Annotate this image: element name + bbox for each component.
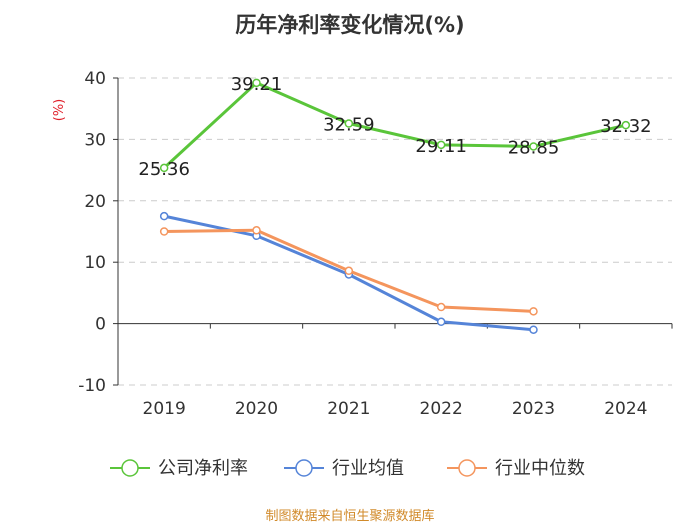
data-label-company: 32.32 [600, 116, 652, 137]
data-label-company: 25.36 [138, 159, 190, 180]
legend-label-industry_median: 行业中位数 [495, 458, 585, 479]
chart-title: 历年净利率变化情况(%) [235, 13, 464, 37]
legend-marker-industry_avg [295, 459, 313, 477]
data-point-industry_avg [529, 325, 538, 334]
data-point-industry_median [159, 227, 169, 236]
data-point-industry_median [344, 266, 354, 276]
y-tick-label: 40 [84, 69, 106, 89]
data-point-company [344, 119, 354, 128]
data-point-industry_avg [436, 317, 446, 327]
x-tick-label: 2024 [604, 399, 647, 419]
grid-lines [118, 77, 672, 386]
data-point-industry_median [252, 226, 261, 235]
y-tick-label: 20 [84, 192, 106, 212]
x-tick-label: 2023 [512, 399, 555, 419]
y-tick-label: 0 [95, 315, 106, 335]
data-point-company [529, 142, 538, 151]
series-lines [159, 78, 631, 334]
legend: 公司净利率 行业均值 行业中位数 [110, 458, 585, 479]
data-label-company: 39.21 [231, 74, 283, 95]
y-axis-unit-label: (%) [52, 99, 67, 122]
x-tick-label: 2019 [143, 399, 186, 419]
data-point-company [621, 120, 631, 130]
source-note: 制图数据来自恒生聚源数据库 [265, 508, 434, 524]
x-tick-label: 2020 [235, 399, 278, 419]
data-label-company: 29.11 [415, 136, 467, 157]
data-point-company [159, 163, 169, 173]
series-line-company [163, 81, 627, 169]
data-label-company: 28.85 [508, 137, 560, 158]
data-point-industry_median [436, 302, 446, 312]
axes: -10 0 10 20 30 40 2019 2020 2021 2022 2023 2024 [78, 69, 673, 419]
y-tick-label: -10 [78, 376, 106, 396]
legend-label-industry_avg: 行业均值 [332, 458, 404, 479]
y-tick-label: 10 [84, 253, 106, 273]
legend-marker-industry_median [458, 459, 476, 477]
x-tick-label: 2022 [420, 399, 463, 419]
data-point-industry_median [529, 307, 538, 316]
data-label-company: 32.59 [323, 114, 375, 135]
legend-label-company: 公司净利率 [158, 458, 248, 479]
data-point-industry_avg [159, 211, 169, 221]
x-tick-label: 2021 [327, 399, 370, 419]
legend-marker-company [121, 459, 139, 477]
y-tick-label: 30 [84, 130, 106, 150]
data-point-company [252, 78, 261, 88]
data-point-company [436, 140, 446, 150]
data-labels: 25.36 39.21 32.59 29.11 28.85 32.32 [138, 74, 651, 180]
